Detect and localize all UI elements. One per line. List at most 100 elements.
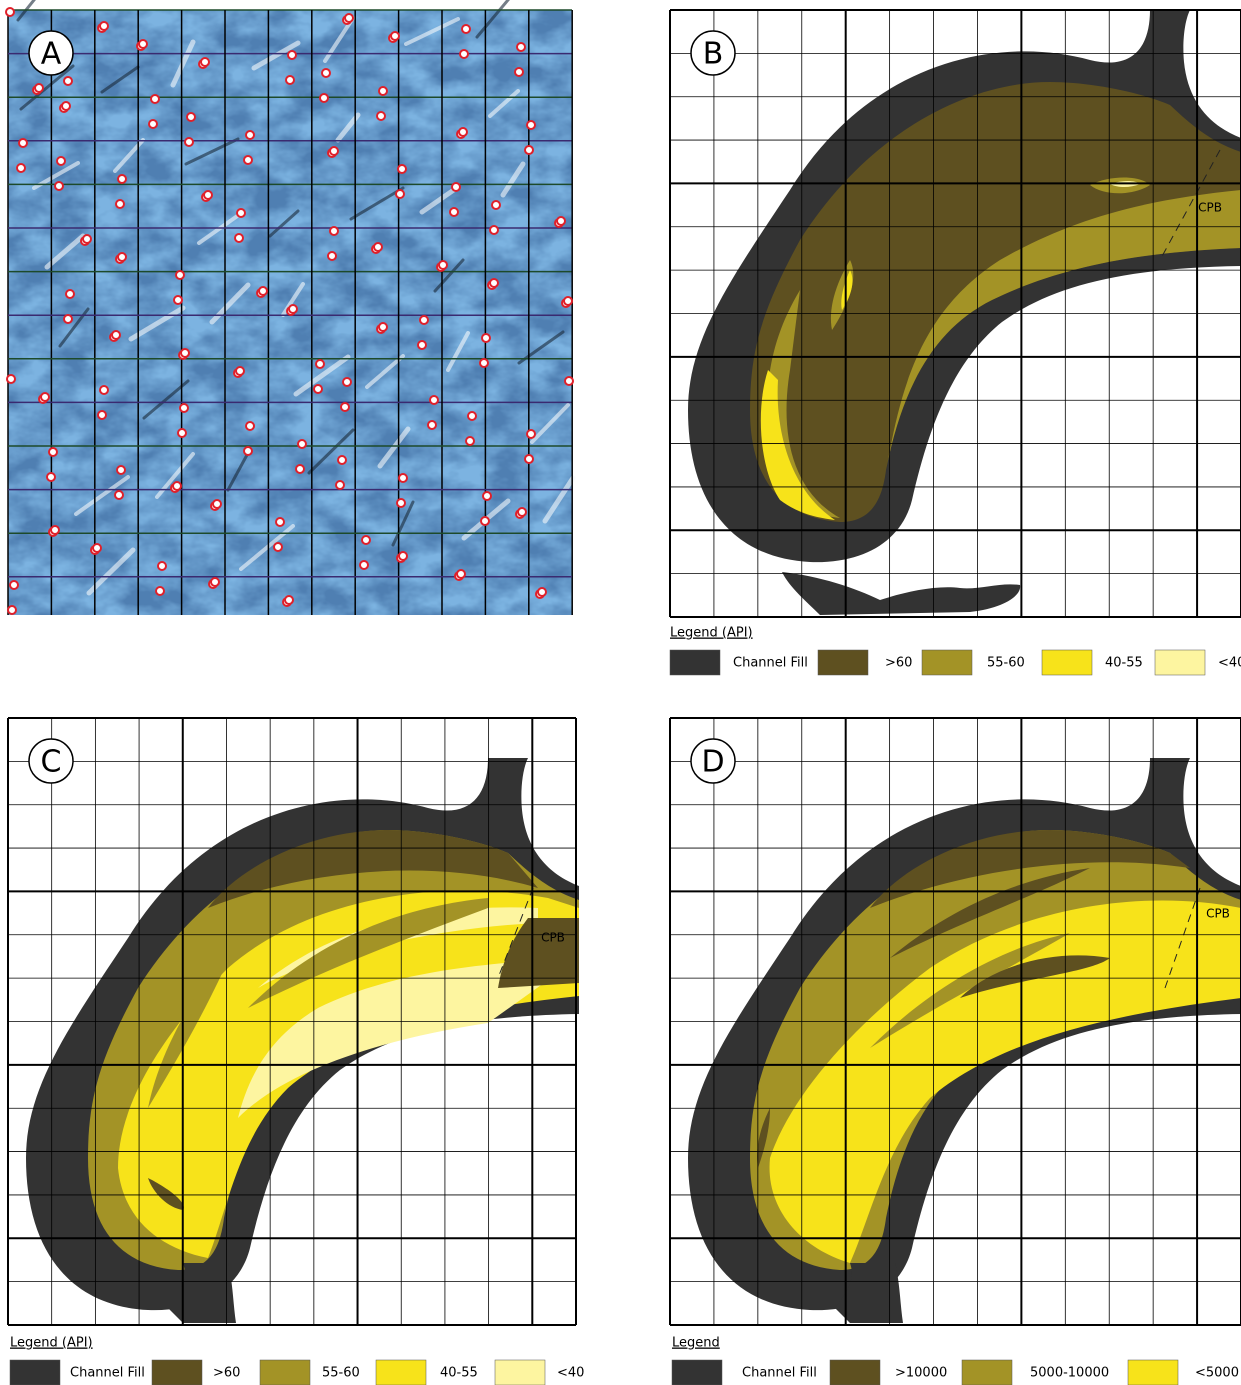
well-marker (151, 95, 159, 103)
well-marker (399, 552, 407, 560)
panel-label: A (41, 37, 62, 72)
legend-title: Legend (672, 1336, 720, 1351)
well-marker (158, 562, 166, 570)
figure: A CPB B CPB C (0, 0, 1241, 1385)
well-marker (396, 190, 404, 198)
legend-item: 55-60 (987, 656, 1025, 671)
well-marker (55, 182, 63, 190)
well-marker (298, 440, 306, 448)
legend-item: 40-55 (440, 1366, 478, 1381)
legend-swatch (260, 1360, 310, 1385)
well-marker (100, 22, 108, 30)
well-marker (178, 429, 186, 437)
well-marker (345, 14, 353, 22)
well-marker (285, 596, 293, 604)
well-marker (374, 243, 382, 251)
well-marker (237, 209, 245, 217)
legend-item: >60 (213, 1366, 240, 1381)
well-marker (211, 578, 219, 586)
well-marker (490, 279, 498, 287)
well-marker (362, 536, 370, 544)
well-marker (525, 146, 533, 154)
well-marker (459, 128, 467, 136)
well-marker (49, 448, 57, 456)
well-marker (156, 587, 164, 595)
well-marker (430, 396, 438, 404)
panel-c: CPB C (8, 718, 579, 1325)
legend-item: Channel Fill (70, 1366, 145, 1381)
well-marker (320, 94, 328, 102)
well-marker (420, 316, 428, 324)
well-marker (322, 69, 330, 77)
well-marker (201, 58, 209, 66)
well-marker (246, 422, 254, 430)
legend-item: 55-60 (322, 1366, 360, 1381)
well-marker (180, 404, 188, 412)
well-marker (377, 112, 385, 120)
legend-item: 40-55 (1105, 656, 1143, 671)
well-marker (480, 359, 488, 367)
well-marker (8, 606, 16, 614)
legend-swatch (922, 650, 972, 675)
panel-label: C (41, 745, 62, 780)
well-marker (204, 191, 212, 199)
well-marker (336, 481, 344, 489)
well-marker (397, 499, 405, 507)
well-marker (187, 113, 195, 121)
well-marker (116, 200, 124, 208)
well-marker (557, 217, 565, 225)
legend-swatch (1155, 650, 1205, 675)
well-marker (288, 51, 296, 59)
well-marker (185, 138, 193, 146)
well-marker (565, 377, 573, 385)
well-marker (244, 447, 252, 455)
well-marker (399, 474, 407, 482)
legend-swatch (962, 1360, 1012, 1385)
legend-item: <40 (557, 1366, 584, 1381)
well-marker (483, 492, 491, 500)
well-marker (235, 234, 243, 242)
well-marker (10, 581, 18, 589)
well-marker (398, 165, 406, 173)
legend-item: >10000 (895, 1366, 947, 1381)
legend-item: >60 (885, 656, 912, 671)
legend-item: Channel Fill (733, 656, 808, 671)
legend-title: Legend (API) (670, 626, 753, 641)
annotation: CPB (541, 931, 565, 945)
well-marker (517, 43, 525, 51)
annotation: CPB (1198, 201, 1222, 215)
legend-item: 5000-10000 (1030, 1366, 1109, 1381)
well-marker (328, 252, 336, 260)
well-marker (246, 131, 254, 139)
well-marker (181, 349, 189, 357)
panel-label: D (701, 745, 724, 780)
well-marker (527, 430, 535, 438)
legend-item: Channel Fill (742, 1366, 817, 1381)
well-marker (379, 323, 387, 331)
well-marker (176, 271, 184, 279)
well-marker (51, 526, 59, 534)
legend-item: <5000 (1195, 1366, 1239, 1381)
well-marker (149, 120, 157, 128)
well-marker (47, 473, 55, 481)
well-marker (468, 412, 476, 420)
well-marker (341, 403, 349, 411)
well-marker (117, 466, 125, 474)
well-marker (296, 465, 304, 473)
well-marker (343, 378, 351, 386)
well-marker (115, 491, 123, 499)
well-marker (525, 455, 533, 463)
well-marker (118, 175, 126, 183)
well-marker (244, 156, 252, 164)
well-marker (490, 226, 498, 234)
well-marker (316, 360, 324, 368)
well-marker (286, 76, 294, 84)
legend-swatch (10, 1360, 60, 1385)
well-marker (466, 437, 474, 445)
well-marker (41, 393, 49, 401)
well-marker (35, 84, 43, 92)
well-marker (418, 341, 426, 349)
well-marker (112, 331, 120, 339)
well-marker (492, 201, 500, 209)
well-marker (118, 253, 126, 261)
